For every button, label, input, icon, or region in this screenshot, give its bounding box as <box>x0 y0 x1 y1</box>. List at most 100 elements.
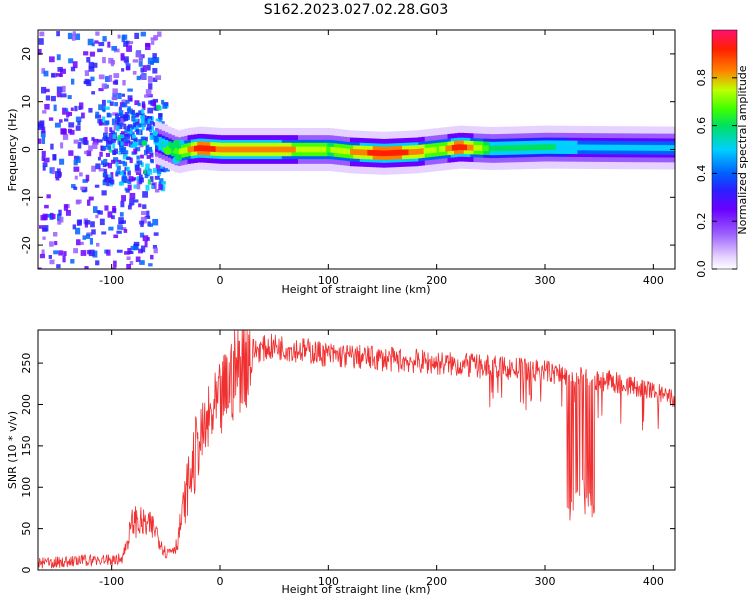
spectrum-noise-cell <box>49 212 54 220</box>
spectrum-cluster-cell <box>103 168 108 174</box>
spectrum-noise-cell <box>73 248 79 254</box>
spectrum-ridge-cell <box>174 148 178 154</box>
spectrum-cluster-cell <box>144 136 148 142</box>
spectrum-noise-cell <box>63 204 69 211</box>
spectrum-noise-cell <box>56 31 60 37</box>
spectrum-cluster-cell <box>107 162 112 169</box>
spectrum-noise-cell <box>120 220 126 224</box>
spectrum-noise-cell <box>95 111 100 119</box>
spectrum-ridge-cell <box>408 149 412 156</box>
spectrum-ridge-cell <box>228 146 232 153</box>
spectrum-ridge-cell <box>159 141 162 148</box>
spectrum-noise-cell <box>153 247 158 254</box>
spectrum-ridge-cell <box>315 146 318 153</box>
spectrum-ridge-cell <box>653 145 656 151</box>
spectrum-cluster-cell <box>146 124 152 130</box>
spectrum-ridge-cell <box>599 144 602 151</box>
spectrum-noise-cell <box>108 132 115 140</box>
spectrum-noise-cell <box>82 235 87 240</box>
spectrum-noise-cell <box>108 226 114 231</box>
spectrum-noise-cell <box>140 223 144 228</box>
spectrum-noise-cell <box>88 66 95 72</box>
spectrum-ridge-cell <box>389 150 392 156</box>
spectrum-cluster-cell <box>111 159 116 164</box>
spectrum-cluster-cell <box>156 104 161 110</box>
spectrum-ridge-cell <box>354 149 357 155</box>
spectrum-noise-cell <box>38 48 42 55</box>
spectrum-ridge-cell <box>198 145 201 151</box>
spectrum-noise-cell <box>56 54 61 61</box>
spectrum-noise-cell <box>126 45 132 52</box>
spectrum-cluster-cell <box>110 179 115 185</box>
x-tick-label: -100 <box>99 575 124 588</box>
spectrum-ridge-cell <box>662 145 665 151</box>
spectrum-ridge-cell <box>484 145 487 152</box>
spectrum-noise-cell <box>58 209 62 216</box>
spectrum-noise-cell <box>108 57 114 64</box>
spectrum-noise-cell <box>104 126 108 134</box>
spectrum-noise-cell <box>42 162 48 168</box>
spectrum-noise-cell <box>117 92 122 99</box>
spectrum-noise-cell <box>45 95 51 101</box>
spectrum-noise-cell <box>139 260 145 265</box>
spectrum-ridge-cell <box>454 144 457 151</box>
spectrum-noise-cell <box>104 205 109 211</box>
spectrum-noise-cell <box>59 216 64 223</box>
spectrum-ridge-cell <box>445 145 448 152</box>
spectrum-noise-cell <box>67 95 72 100</box>
spectrum-cluster-cell <box>123 116 128 121</box>
spectrum-noise-cell <box>54 122 61 128</box>
spectrum-cluster-cell <box>140 162 144 167</box>
spectrum-noise-cell <box>75 227 81 235</box>
spectrogram-y-axis: -20 -10 0 10 20 <box>20 47 675 254</box>
spectrum-noise-cell <box>147 107 154 114</box>
spectrum-ridge-cell <box>538 144 542 151</box>
spectrum-ridge-cell <box>666 145 669 151</box>
spectrum-cluster-cell <box>104 174 109 181</box>
spectrum-noise-cell <box>56 168 61 174</box>
spectrum-noise-cell <box>43 70 49 77</box>
spectrum-ridge-cell <box>534 144 537 151</box>
spectrum-ridge-cell <box>415 149 418 155</box>
spectrum-cluster-cell <box>149 121 154 125</box>
spectrum-ridge-cell <box>222 146 225 153</box>
spectrum-noise-cell <box>146 64 151 71</box>
spectrum-noise-cell <box>88 196 94 201</box>
spectrum-noise-cell <box>96 210 101 214</box>
spectrum-ridge-cell <box>592 144 596 151</box>
spectrum-ridge-cell <box>324 146 327 153</box>
spectrum-noise-cell <box>43 157 50 163</box>
spectrum-ridge-cell <box>393 149 396 156</box>
spectrum-noise-cell <box>41 68 46 74</box>
spectrum-cluster-cell <box>123 123 127 130</box>
spectrum-noise-cell <box>56 92 62 98</box>
spectrum-ridge-cell <box>330 146 334 153</box>
spectrum-ridge-cell <box>607 144 611 151</box>
spectrum-cluster-cell <box>161 99 165 105</box>
spectrum-noise-cell <box>129 198 135 206</box>
spectrum-noise-cell <box>91 42 95 47</box>
spectrum-noise-cell <box>112 93 118 100</box>
spectrum-cluster-cell <box>137 160 143 165</box>
spectrum-ridge-cell <box>313 146 316 153</box>
spectrum-ridge-cell <box>623 144 626 151</box>
spectrum-noise-cell <box>86 150 92 157</box>
spectrum-cluster-cell <box>118 106 122 111</box>
spectrum-ridge-cell <box>642 144 646 151</box>
x-tick-label: 400 <box>643 274 664 287</box>
spectrum-cluster-cell <box>104 135 108 142</box>
spectrum-ridge-cell <box>339 147 342 154</box>
spectrum-ridge-cell <box>480 145 483 151</box>
spectrum-noise-cell <box>121 227 127 231</box>
spectrum-noise-cell <box>112 88 118 96</box>
spectrum-cluster-cell <box>112 142 116 149</box>
spectrum-ridge-cell <box>402 149 405 156</box>
spectrum-ridge-cell <box>269 146 273 153</box>
spectrum-cluster-cell <box>121 146 127 153</box>
spectrum-ridge-cell <box>659 145 663 151</box>
spectrum-cluster-cell <box>115 161 119 167</box>
spectrum-cluster-cell <box>156 169 162 174</box>
spectrum-cluster-cell <box>103 158 108 164</box>
spectrum-noise-cell <box>88 61 94 69</box>
